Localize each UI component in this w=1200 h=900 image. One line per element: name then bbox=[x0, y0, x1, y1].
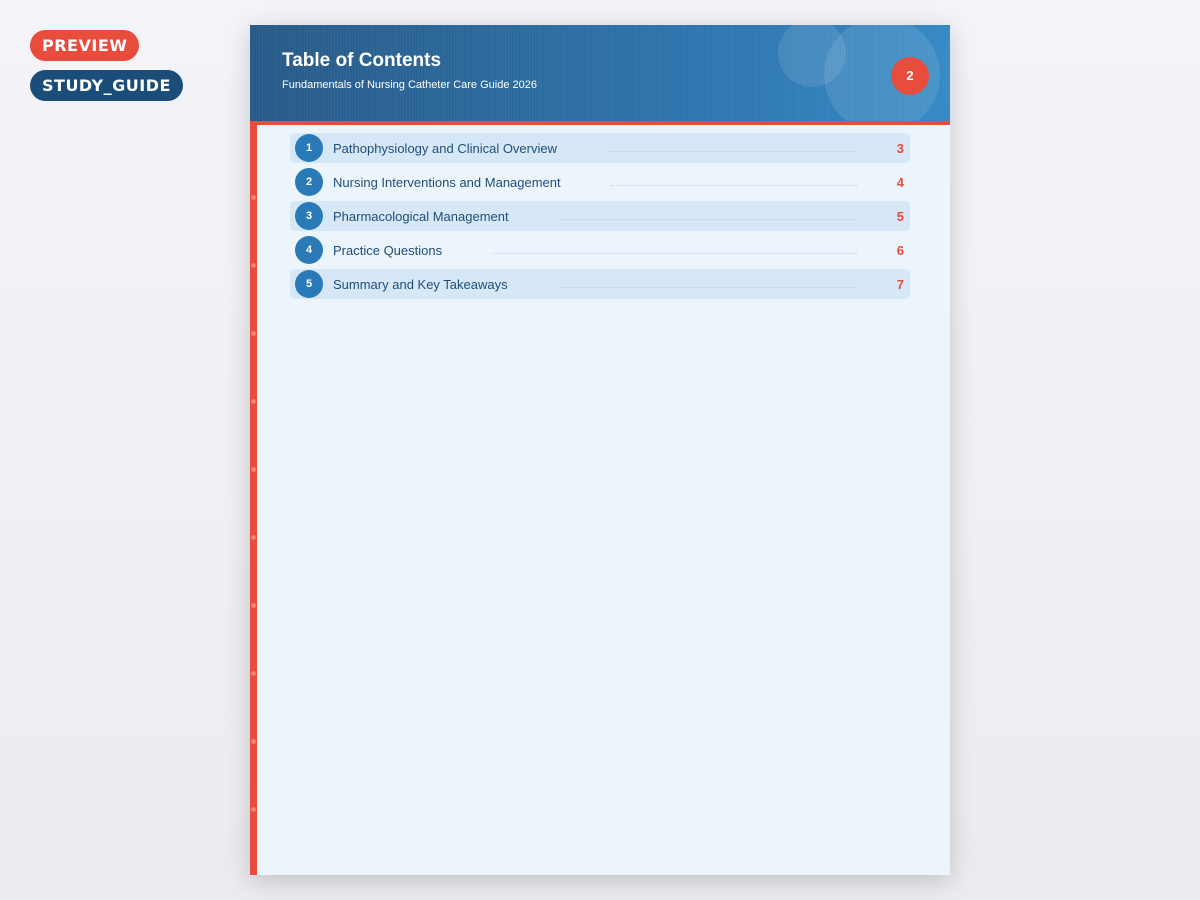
sidebar-dot bbox=[251, 603, 256, 608]
section-page-number: 4 bbox=[896, 174, 904, 190]
section-number: 3 bbox=[295, 202, 323, 230]
dotted-leader bbox=[557, 286, 857, 288]
section-title: Summary and Key Takeaways bbox=[333, 276, 508, 292]
section-page-number: 7 bbox=[896, 276, 904, 292]
page-title: Table of Contents bbox=[282, 50, 442, 71]
sidebar-dot bbox=[251, 807, 256, 812]
section-number: 5 bbox=[295, 270, 323, 298]
section-page-number: 5 bbox=[896, 208, 904, 224]
section-page-number: 3 bbox=[896, 140, 904, 156]
toc-entry[interactable]: 4 Practice Questions 6 bbox=[290, 235, 910, 265]
section-title: Nursing Interventions and Management bbox=[333, 174, 561, 190]
toc-entry[interactable]: 2 Nursing Interventions and Management 4 bbox=[290, 167, 910, 197]
document-page: Table of Contents Fundamentals of Nursin… bbox=[250, 25, 950, 875]
sidebar-dot bbox=[251, 739, 256, 744]
sidebar-dot bbox=[251, 195, 256, 200]
dotted-leader bbox=[607, 150, 857, 152]
sidebar-dot bbox=[251, 399, 256, 404]
page-header: Table of Contents Fundamentals of Nursin… bbox=[250, 25, 950, 125]
sidebar-dot bbox=[251, 671, 256, 676]
section-page-number: 6 bbox=[896, 242, 904, 258]
toc-entry[interactable]: 1 Pathophysiology and Clinical Overview … bbox=[290, 133, 910, 163]
dotted-leader bbox=[492, 252, 857, 254]
section-number: 1 bbox=[295, 134, 323, 162]
page-subtitle: Fundamentals of Nursing Catheter Care Gu… bbox=[282, 79, 537, 91]
toc-entry[interactable]: 3 Pharmacological Management 5 bbox=[290, 201, 910, 231]
sidebar-dot bbox=[251, 467, 256, 472]
table-of-contents: 1 Pathophysiology and Clinical Overview … bbox=[290, 133, 910, 303]
preview-badge: PREVIEW bbox=[30, 30, 140, 61]
document-type-badge: STUDY_GUIDE bbox=[30, 70, 183, 101]
accent-sidebar bbox=[250, 121, 257, 875]
section-number: 4 bbox=[295, 236, 323, 264]
dotted-leader bbox=[558, 218, 857, 220]
section-title: Pathophysiology and Clinical Overview bbox=[333, 140, 558, 156]
section-title: Pharmacological Management bbox=[333, 208, 509, 224]
dotted-leader bbox=[610, 184, 857, 186]
section-title: Practice Questions bbox=[333, 242, 443, 258]
sidebar-dot bbox=[251, 535, 256, 540]
page-number-badge: 2 bbox=[891, 57, 929, 95]
section-number: 2 bbox=[295, 168, 323, 196]
sidebar-dot bbox=[251, 263, 256, 268]
toc-entry[interactable]: 5 Summary and Key Takeaways 7 bbox=[290, 269, 910, 299]
decorative-circle bbox=[778, 25, 846, 87]
sidebar-dot bbox=[251, 331, 256, 336]
